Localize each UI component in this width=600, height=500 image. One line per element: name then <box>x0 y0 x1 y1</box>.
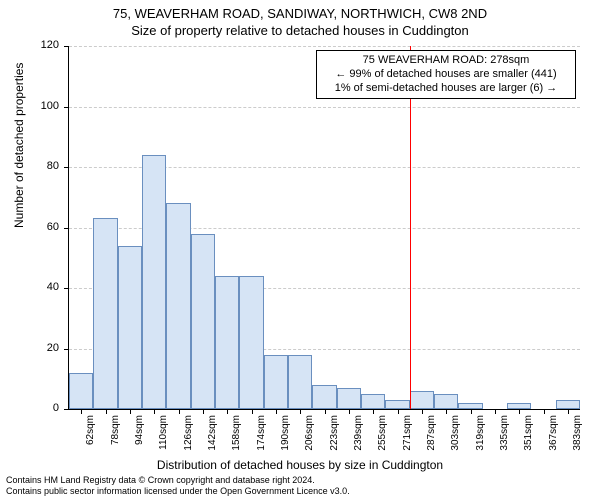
x-tick <box>544 409 545 414</box>
x-tick-label: 206sqm <box>304 415 315 451</box>
x-tick-label: 255sqm <box>377 415 388 451</box>
histogram-bar <box>118 246 142 409</box>
annotation-line1: 75 WEAVERHAM ROAD: 278sqm <box>323 54 569 68</box>
histogram-bar <box>264 355 288 409</box>
histogram-bar <box>239 276 263 409</box>
x-tick <box>130 409 131 414</box>
annotation-box: 75 WEAVERHAM ROAD: 278sqm ← 99% of detac… <box>316 50 576 99</box>
chart-container: 75, WEAVERHAM ROAD, SANDIWAY, NORTHWICH,… <box>0 0 600 500</box>
y-tick-label: 40 <box>47 281 59 293</box>
x-tick-label: 142sqm <box>207 415 218 451</box>
histogram-bar <box>337 388 361 409</box>
x-tick-label: 78sqm <box>110 415 121 445</box>
gridline-h <box>69 107 580 108</box>
x-tick-label: 110sqm <box>158 415 169 450</box>
x-tick <box>422 409 423 414</box>
x-tick-label: 335sqm <box>499 415 510 451</box>
histogram-bar <box>410 391 434 409</box>
x-tick <box>446 409 447 414</box>
y-tick-label: 0 <box>53 402 59 414</box>
histogram-bar <box>385 400 409 409</box>
x-tick <box>471 409 472 414</box>
x-tick <box>373 409 374 414</box>
histogram-bar <box>215 276 239 409</box>
x-tick <box>276 409 277 414</box>
histogram-bar <box>556 400 580 409</box>
y-axis-label: Number of detached properties <box>12 63 26 228</box>
x-tick <box>519 409 520 414</box>
attribution-text: Contains HM Land Registry data © Crown c… <box>6 475 350 496</box>
x-tick-label: 126sqm <box>183 415 194 451</box>
attribution-line2: Contains public sector information licen… <box>6 486 350 496</box>
x-tick <box>568 409 569 414</box>
histogram-bar <box>93 218 117 409</box>
x-tick <box>81 409 82 414</box>
x-tick <box>398 409 399 414</box>
x-tick-label: 174sqm <box>256 415 267 451</box>
x-tick <box>179 409 180 414</box>
histogram-bar <box>434 394 458 409</box>
x-tick-label: 383sqm <box>572 415 583 451</box>
x-tick-label: 303sqm <box>450 415 461 451</box>
x-tick-label: 158sqm <box>231 415 242 451</box>
x-tick-label: 239sqm <box>353 415 364 451</box>
chart-title-sub: Size of property relative to detached ho… <box>0 23 600 38</box>
histogram-bar <box>288 355 312 409</box>
x-tick-label: 223sqm <box>329 415 340 451</box>
y-tick-label: 60 <box>47 221 59 233</box>
x-tick <box>325 409 326 414</box>
marker-line <box>410 46 411 409</box>
x-tick-label: 367sqm <box>548 415 559 451</box>
x-tick-label: 319sqm <box>475 415 486 451</box>
x-axis-label: Distribution of detached houses by size … <box>0 458 600 472</box>
attribution-line1: Contains HM Land Registry data © Crown c… <box>6 475 350 485</box>
gridline-h <box>69 46 580 47</box>
annotation-line2: ← 99% of detached houses are smaller (44… <box>323 68 569 82</box>
histogram-bar <box>361 394 385 409</box>
y-tick-label: 20 <box>47 342 59 354</box>
x-tick-label: 287sqm <box>426 415 437 451</box>
x-tick-label: 190sqm <box>280 415 291 451</box>
x-tick <box>154 409 155 414</box>
histogram-bar <box>166 203 190 409</box>
x-tick-label: 351sqm <box>523 415 534 451</box>
x-tick <box>203 409 204 414</box>
plot-area: 02040608010012062sqm78sqm94sqm110sqm126s… <box>68 46 580 410</box>
x-tick-label: 271sqm <box>402 415 413 451</box>
annotation-line3: 1% of semi-detached houses are larger (6… <box>323 82 569 96</box>
y-tick-label: 80 <box>47 160 59 172</box>
x-tick <box>495 409 496 414</box>
x-tick <box>252 409 253 414</box>
histogram-bar <box>142 155 166 409</box>
y-tick-label: 120 <box>41 39 59 51</box>
histogram-bar <box>191 234 215 409</box>
x-tick-label: 62sqm <box>85 415 96 445</box>
histogram-bar <box>69 373 93 409</box>
x-tick <box>106 409 107 414</box>
x-tick <box>227 409 228 414</box>
histogram-bar <box>312 385 336 409</box>
chart-title-main: 75, WEAVERHAM ROAD, SANDIWAY, NORTHWICH,… <box>0 6 600 21</box>
x-tick <box>349 409 350 414</box>
x-tick <box>300 409 301 414</box>
x-tick-label: 94sqm <box>134 415 145 445</box>
y-tick-label: 100 <box>41 100 59 112</box>
